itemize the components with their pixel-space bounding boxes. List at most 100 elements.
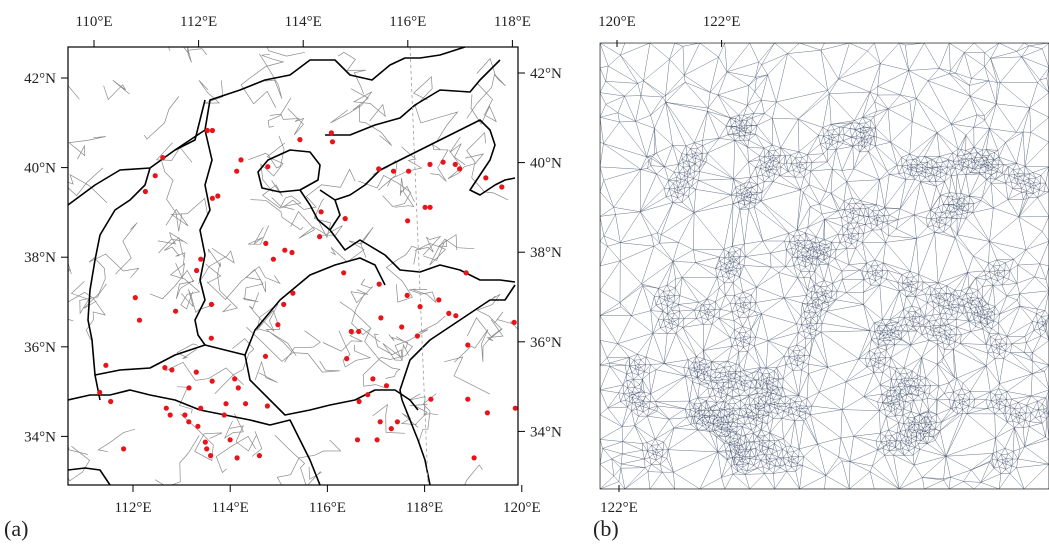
county-boundary: [155, 142, 193, 163]
county-boundary: [387, 146, 423, 187]
county-boundary: [229, 425, 263, 457]
top-lon-label: 120°E: [598, 14, 636, 30]
county-boundary: [454, 328, 503, 363]
left-lat-label: 34°N: [24, 429, 56, 445]
county-boundary: [266, 47, 305, 57]
station-marker: [160, 155, 166, 161]
station-marker: [427, 161, 433, 167]
county-boundary: [358, 175, 412, 207]
county-boundary: [339, 294, 372, 335]
station-marker: [282, 247, 288, 253]
station-marker: [374, 437, 380, 443]
station-marker: [163, 405, 169, 411]
left-lat-label: 38°N: [24, 250, 56, 266]
top-lon-label: 116°E: [389, 14, 426, 30]
station-marker: [318, 209, 324, 215]
station-marker: [162, 365, 168, 371]
county-boundary: [385, 245, 422, 303]
county-boundary: [466, 132, 509, 201]
county-boundary: [284, 330, 321, 363]
county-boundary: [412, 75, 459, 144]
station-marker: [453, 313, 459, 319]
mesh-edges: [600, 43, 1049, 489]
station-marker: [446, 310, 452, 316]
station-marker: [270, 256, 276, 262]
bottom-lon-label: 112°E: [114, 500, 151, 516]
county-boundary: [466, 293, 502, 338]
county-boundary: [180, 413, 223, 462]
station-marker: [376, 166, 382, 172]
county-boundary: [181, 289, 215, 314]
station-marker: [342, 216, 348, 222]
station-marker: [406, 168, 412, 174]
bottom-lon-label: 122°E: [600, 500, 638, 516]
station-marker: [388, 426, 394, 432]
station-marker: [234, 455, 240, 461]
county-boundary: [205, 263, 281, 301]
station-marker: [404, 292, 410, 298]
county-boundary: [176, 343, 198, 359]
county-boundary: [144, 96, 180, 140]
county-boundary: [269, 108, 305, 136]
right-lat-label: 34°N: [530, 424, 562, 440]
station-marker: [484, 410, 490, 416]
station-marker: [297, 137, 303, 143]
station-marker: [329, 139, 336, 145]
station-marker: [275, 322, 281, 328]
station-marker: [265, 164, 271, 170]
county-boundary: [413, 235, 442, 265]
station-marker: [483, 175, 489, 181]
county-boundary: [68, 444, 88, 455]
station-marker: [365, 392, 371, 398]
panel-a-label: (a): [4, 516, 28, 541]
county-boundary: [400, 404, 428, 428]
panel-a-tick-labels: 110°E 112°E 114°E 116°E 118°E 120°E 122°E 112°E…: [24, 14, 740, 516]
station-marker: [465, 396, 471, 402]
panel-a-frame: [67, 46, 519, 486]
station-marker: [263, 240, 269, 246]
station-marker: [543, 137, 548, 142]
station-marker: [169, 367, 175, 373]
station-marker: [103, 362, 109, 368]
station-marker: [264, 403, 270, 409]
station-marker: [465, 342, 471, 348]
station-marker: [243, 401, 249, 407]
station-marker: [202, 439, 208, 445]
county-boundary: [276, 439, 342, 485]
station-marker: [565, 340, 570, 345]
right-lat-label: 38°N: [530, 245, 562, 261]
station-marker: [97, 389, 103, 395]
station-marker: [289, 249, 295, 256]
county-boundary: [262, 180, 302, 210]
station-marker: [215, 193, 221, 199]
county-boundary: [372, 160, 398, 191]
county-boundary: [259, 53, 283, 99]
county-boundary: [68, 167, 108, 204]
station-marker: [370, 376, 376, 382]
county-boundary: [372, 403, 406, 434]
station-marker: [463, 270, 469, 276]
station-marker: [650, 72, 655, 77]
station-marker: [152, 173, 158, 179]
station-marker: [290, 290, 296, 296]
station-marker: [182, 412, 188, 418]
station-marker: [208, 335, 214, 341]
station-marker: [136, 317, 143, 323]
county-boundary: [68, 81, 80, 100]
station-marker: [618, 130, 623, 135]
county-boundary: [88, 253, 140, 296]
county-boundary: [486, 319, 504, 342]
station-marker: [167, 412, 173, 418]
station-marker: [281, 301, 287, 307]
station-marker: [356, 398, 362, 405]
station-marker: [186, 385, 192, 391]
county-boundary: [388, 334, 409, 350]
station-marker: [234, 168, 240, 174]
station-marker: [227, 437, 233, 443]
bottom-lon-label: 120°E: [503, 500, 541, 516]
county-boundary: [418, 393, 437, 442]
station-marker: [317, 234, 323, 240]
station-marker: [613, 275, 618, 280]
county-boundary: [215, 435, 257, 474]
station-marker: [198, 405, 204, 411]
